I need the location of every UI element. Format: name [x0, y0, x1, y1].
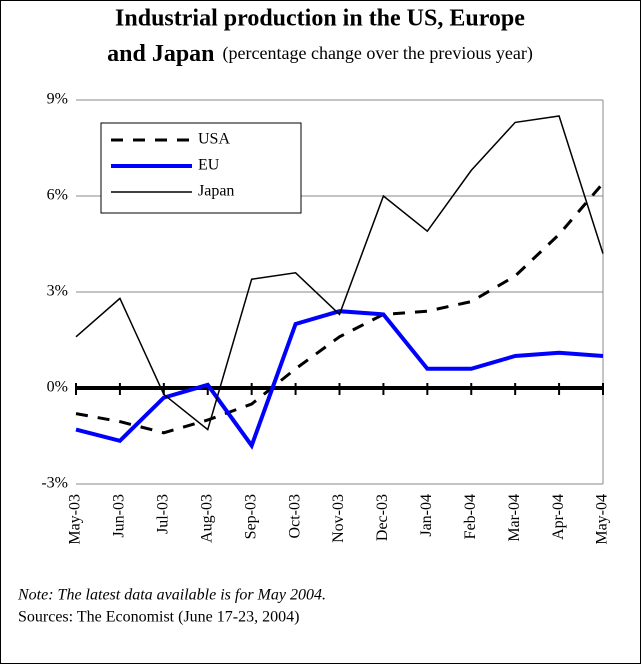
- x-tick-label: Aug-03: [198, 494, 215, 543]
- x-tick-label: Oct-03: [286, 494, 303, 538]
- y-tick-label: 9%: [47, 91, 68, 108]
- y-tick-label: -3%: [41, 475, 68, 492]
- legend-label: USA: [198, 131, 230, 148]
- legend-label: EU: [198, 157, 220, 174]
- y-tick-label: 3%: [47, 283, 68, 300]
- x-tick-label: Dec-03: [374, 494, 391, 541]
- chart-title: Industrial production in the US, Europe: [115, 6, 525, 32]
- x-tick-label: Nov-03: [330, 494, 347, 543]
- x-tick-label: May-04: [594, 494, 611, 545]
- series-line: [75, 182, 605, 435]
- x-tick-label: Mar-04: [506, 494, 523, 542]
- x-tick-label: Sep-03: [242, 494, 259, 539]
- x-tick-label: Apr-04: [550, 494, 567, 540]
- x-tick-label: Jan-04: [418, 494, 435, 537]
- legend-label: Japan: [198, 183, 234, 200]
- y-tick-label: 0%: [47, 379, 68, 396]
- y-tick-label: 6%: [47, 187, 68, 204]
- chart-title-line: and Japan (percentage change over the pre…: [107, 41, 533, 67]
- note: Sources: The Economist (June 17-23, 2004…: [18, 609, 299, 626]
- series-line: [75, 115, 604, 431]
- x-tick-label: May-03: [67, 494, 84, 545]
- note: Note: The latest data available is for M…: [17, 587, 326, 604]
- x-tick-label: Jul-03: [155, 494, 172, 534]
- chart-subtitle: (percentage change over the previous yea…: [223, 43, 533, 64]
- x-tick-label: Feb-04: [462, 494, 479, 539]
- x-tick-label: Jun-03: [111, 494, 128, 538]
- series-line: [75, 309, 604, 450]
- chart-title: and Japan: [107, 41, 214, 67]
